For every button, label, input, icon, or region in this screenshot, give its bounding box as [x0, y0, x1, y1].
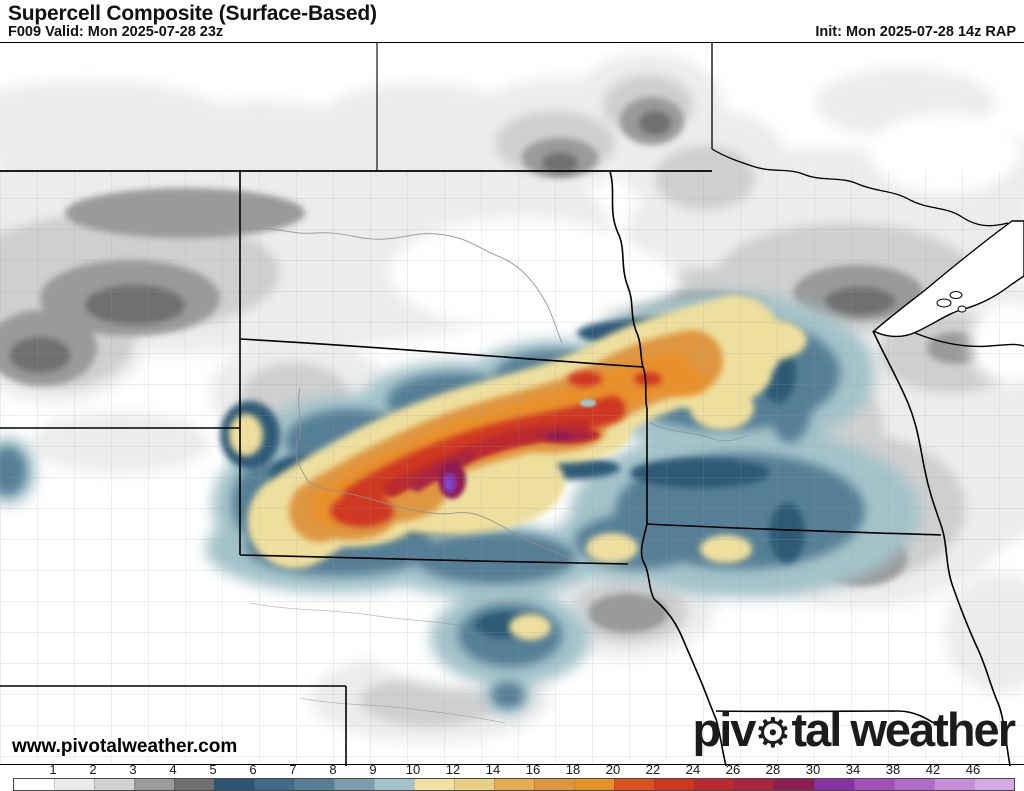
init-time-label: Init: Mon 2025-07-28 14z RAP: [815, 24, 1016, 40]
state-borders: [0, 43, 1011, 766]
forecast-map-canvas: [0, 43, 1024, 766]
colorbar-cell: [294, 779, 334, 790]
colorbar-tick-label: 20: [605, 762, 621, 777]
colorbar-tick-label: 46: [965, 762, 981, 777]
valid-time-label: F009 Valid: Mon 2025-07-28 23z: [8, 24, 224, 40]
colorbar-cell: [454, 779, 494, 790]
colorbar-tick-label: 2: [89, 762, 97, 777]
colorbar-tick-label: 9: [369, 762, 377, 777]
colorbar-tick-label: 5: [209, 762, 217, 777]
colorbar-tick-label: 12: [445, 762, 461, 777]
colorbar-tick-label: 6: [249, 762, 257, 777]
colorbar-cell: [934, 779, 974, 790]
colorbar-ticks: 1 2 3 4 5 6 7 8 9 10 12 14 16 18 20 22 24 26 28 30 34 38 42 46: [0, 762, 1024, 777]
colorbar-cell: [134, 779, 174, 790]
logo-text-tal: tal: [791, 703, 843, 756]
lake-superior: [872, 220, 1024, 348]
colorbar-cell: [494, 779, 534, 790]
colorbar-tick-label: 10: [405, 762, 421, 777]
colorbar-tick-label: 38: [885, 762, 901, 777]
colorbar-cell: [574, 779, 614, 790]
colorbar-tick-label: 34: [845, 762, 861, 777]
gear-icon: ⚙: [754, 709, 792, 757]
colorbar-tick-label: 3: [129, 762, 137, 777]
colorbar-tick-label: 18: [565, 762, 581, 777]
colorbar: [13, 778, 1015, 791]
colorbar-tick-label: 16: [525, 762, 541, 777]
colorbar-cell: [214, 779, 254, 790]
colorbar-tick-label: 1: [49, 762, 57, 777]
colorbar-tick-label: 7: [289, 762, 297, 777]
colorbar-cell: [854, 779, 894, 790]
logo-text-weather: weather: [850, 703, 1016, 756]
colorbar-cell: [534, 779, 574, 790]
pivotal-weather-logo: piv⚙tal weather: [692, 703, 1016, 757]
colorbar-cell: [374, 779, 414, 790]
colorbar-tick-label: 14: [485, 762, 501, 777]
colorbar-cell: [654, 779, 694, 790]
colorbar-cell: [94, 779, 134, 790]
colorbar-tick-label: 28: [765, 762, 781, 777]
colorbar-tick-label: 8: [329, 762, 337, 777]
forecast-map: [0, 42, 1024, 766]
colorbar-cell: [614, 779, 654, 790]
colorbar-cell: [174, 779, 214, 790]
colorbar-tick-label: 22: [645, 762, 661, 777]
colorbar-cell: [694, 779, 734, 790]
colorbar-cell: [734, 779, 774, 790]
colorbar-tick-label: 24: [685, 762, 701, 777]
colorbar-cell: [894, 779, 934, 790]
colorbar-cell: [774, 779, 814, 790]
colorbar-cell: [254, 779, 294, 790]
colorbar-cell: [974, 779, 1014, 790]
colorbar-tick-label: 4: [169, 762, 177, 777]
colorbar-cell: [414, 779, 454, 790]
logo-text-piv: piv: [692, 703, 757, 756]
watermark-url: www.pivotalweather.com: [12, 736, 238, 757]
colorbar-cell: [814, 779, 854, 790]
page-title: Supercell Composite (Surface-Based): [8, 2, 377, 25]
colorbar-tick-label: 42: [925, 762, 941, 777]
rivers: [239, 227, 749, 724]
colorbar-cell: [54, 779, 94, 790]
colorbar-tick-label: 26: [725, 762, 741, 777]
county-lines: [0, 171, 1024, 766]
colorbar-cell: [14, 779, 54, 790]
colorbar-cell: [334, 779, 374, 790]
colorbar-tick-label: 30: [805, 762, 821, 777]
